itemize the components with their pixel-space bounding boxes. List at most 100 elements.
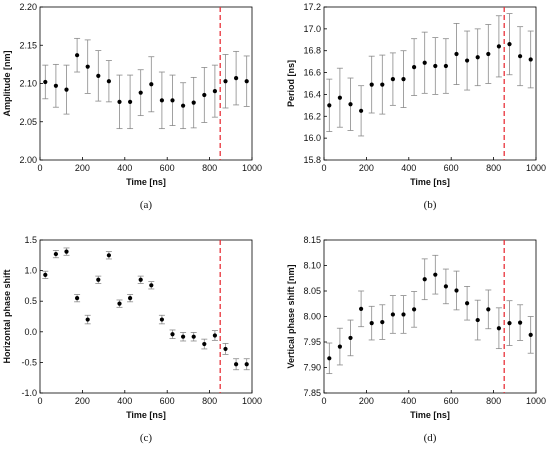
x-axis-label: Time [ns] [126, 177, 166, 187]
y-tick-label: 0.5 [24, 296, 37, 306]
data-point [53, 83, 59, 88]
y-tick-label: 17.0 [303, 24, 321, 34]
chart-panel-d: 0 200 400 600 800 1000 7.85 7.90 7.95 8.00 8.05 8.1… [286, 235, 546, 444]
data-point [244, 79, 249, 84]
plot-frame [39, 239, 253, 394]
data-point [181, 334, 186, 339]
data-point [486, 307, 491, 312]
data-point [348, 102, 353, 107]
x-tick-label: 200 [359, 163, 374, 173]
x-tick-label: 800 [486, 396, 501, 406]
data-point [465, 301, 470, 306]
y-tick-label: 1.0 [24, 266, 37, 276]
data-point [159, 317, 164, 322]
data-point [223, 346, 228, 352]
y-tick-label: 16.4 [303, 89, 321, 99]
data-point [64, 87, 69, 92]
data-point [359, 108, 364, 113]
x-tick-label: 600 [444, 396, 459, 406]
data-point [348, 335, 353, 341]
data-point [337, 95, 342, 100]
y-tick-label: 15.8 [303, 155, 321, 165]
data-point [191, 334, 196, 339]
data-point [443, 63, 448, 69]
data-point [85, 64, 90, 69]
data-point [128, 99, 133, 104]
y-tick-label: 2.00 [19, 155, 37, 165]
panel-caption: (d) [424, 432, 437, 444]
data-point [528, 57, 533, 62]
y-axis-label: Period [ns] [286, 60, 296, 107]
panel-caption: (a) [140, 199, 153, 211]
y-tick-label: 2.15 [19, 40, 37, 50]
data-point [43, 79, 48, 85]
data-point [507, 42, 512, 47]
data-point [433, 63, 438, 69]
data-point [475, 317, 480, 323]
y-tick-label: 2.20 [19, 2, 37, 12]
data-point [401, 77, 406, 82]
data-point [149, 82, 154, 87]
x-tick-label: 600 [444, 163, 459, 173]
data-point [106, 79, 111, 84]
x-axis-label: Time [ns] [410, 177, 450, 187]
data-point [234, 362, 239, 367]
data-point [518, 320, 523, 325]
data-point [454, 288, 459, 293]
data-point [244, 362, 249, 367]
x-tick-label: 800 [486, 163, 501, 173]
data-point [390, 312, 395, 317]
y-tick-label: 0.0 [24, 327, 37, 337]
y-tick-label: 16.0 [303, 133, 321, 143]
data-point [75, 296, 80, 301]
data-point [43, 272, 48, 277]
data-point [496, 44, 501, 49]
data-point [507, 321, 512, 326]
data-point [191, 100, 196, 105]
data-point [518, 54, 523, 59]
y-tick-label: -1.0 [21, 388, 37, 398]
y-tick-label: 16.6 [303, 68, 321, 78]
y-tick-label: 1.5 [24, 235, 37, 245]
y-axis-label: Vertical phase shift [nm] [286, 264, 296, 368]
data-point [369, 321, 374, 326]
x-tick-label: 200 [75, 396, 90, 406]
x-tick-label: 400 [401, 163, 416, 173]
data-point [202, 92, 207, 98]
x-axis-label: Time [ns] [410, 410, 450, 420]
y-tick-label: 8.10 [303, 261, 321, 271]
data-point [327, 356, 332, 361]
data-point [138, 90, 143, 95]
data-point [117, 301, 122, 306]
data-point [401, 312, 406, 317]
panel-caption: (c) [140, 432, 153, 444]
data-point [85, 317, 90, 322]
data-point [327, 103, 332, 108]
y-tick-label: 2.05 [19, 117, 37, 127]
x-tick-label: 1000 [526, 163, 546, 173]
data-point [234, 76, 239, 81]
data-point [149, 283, 154, 288]
y-axis-label: Amplitude [nm] [2, 51, 12, 117]
y-tick-label: -0.5 [21, 357, 37, 367]
data-point [96, 73, 101, 78]
data-point [53, 251, 59, 257]
data-point [170, 98, 175, 103]
x-tick-label: 600 [160, 396, 175, 406]
data-point [443, 284, 448, 289]
data-point [337, 344, 342, 349]
y-tick-label: 16.8 [303, 46, 321, 56]
data-point [96, 277, 101, 282]
data-point [106, 253, 111, 258]
x-tick-label: 200 [359, 396, 374, 406]
chart-panel-a: 0 200 400 600 800 1000 2.00 2.05 2.10 2.15 2.20 Tim… [2, 2, 262, 211]
y-tick-label: 2.10 [19, 79, 37, 89]
y-tick-label: 17.2 [303, 2, 321, 12]
y-tick-label: 8.05 [303, 286, 321, 296]
data-point [465, 58, 470, 63]
data-point [212, 89, 217, 94]
x-tick-label: 400 [117, 396, 132, 406]
data-point [380, 82, 385, 87]
data-point [454, 51, 459, 57]
